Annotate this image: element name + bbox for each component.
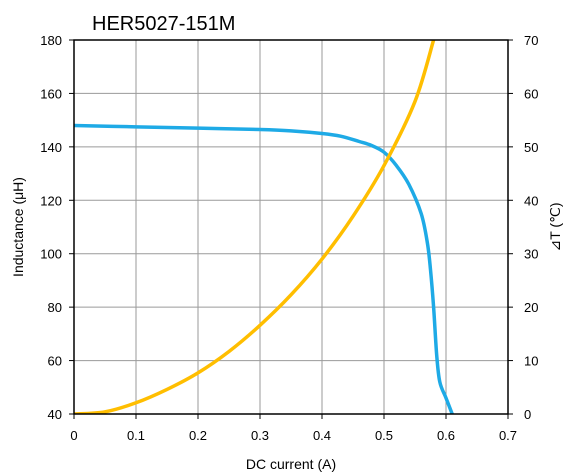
y2-tick-label: 20 xyxy=(524,300,538,315)
temperature-rise-line xyxy=(74,40,436,414)
y-tick-label: 180 xyxy=(40,33,62,48)
plot-series xyxy=(74,40,454,414)
x-tick-label: 0.3 xyxy=(251,428,269,443)
y-tick-label: 120 xyxy=(40,193,62,208)
y2-tick-label: 60 xyxy=(524,86,538,101)
y2-tick-label: 0 xyxy=(524,407,531,422)
x-tick-label: 0.1 xyxy=(127,428,145,443)
inductance-line xyxy=(74,123,454,414)
plot-frame xyxy=(73,39,509,415)
x-axis-title: DC current (A) xyxy=(246,456,336,472)
x-tick-label: 0.5 xyxy=(375,428,393,443)
y-tick-label: 160 xyxy=(40,86,62,101)
y-axis-title: Inductance (μH) xyxy=(10,177,26,277)
y-tick-label: 40 xyxy=(48,407,62,422)
y-tick-label: 60 xyxy=(48,354,62,369)
y2-tick-label: 50 xyxy=(524,140,538,155)
x-tick-label: 0.7 xyxy=(499,428,517,443)
grid xyxy=(74,40,508,414)
y2-tick-label: 40 xyxy=(524,193,538,208)
x-tick-label: 0.6 xyxy=(437,428,455,443)
y2-tick-label: 10 xyxy=(524,354,538,369)
x-tick-label: 0.4 xyxy=(313,428,331,443)
y-tick-label: 100 xyxy=(40,247,62,262)
axis-ticks: 0 0.1 0.2 0.3 0.4 0.5 0.6 0.7406080100120140160… xyxy=(40,33,538,443)
chart-title: HER5027-151M xyxy=(92,13,235,35)
y-tick-label: 80 xyxy=(48,300,62,315)
y2-tick-label: 30 xyxy=(524,247,538,262)
y2-axis-title: ⊿T (℃) xyxy=(547,203,563,252)
y-tick-label: 140 xyxy=(40,140,62,155)
x-tick-label: 0 xyxy=(70,428,77,443)
y2-tick-label: 70 xyxy=(524,33,538,48)
x-tick-label: 0.2 xyxy=(189,428,207,443)
